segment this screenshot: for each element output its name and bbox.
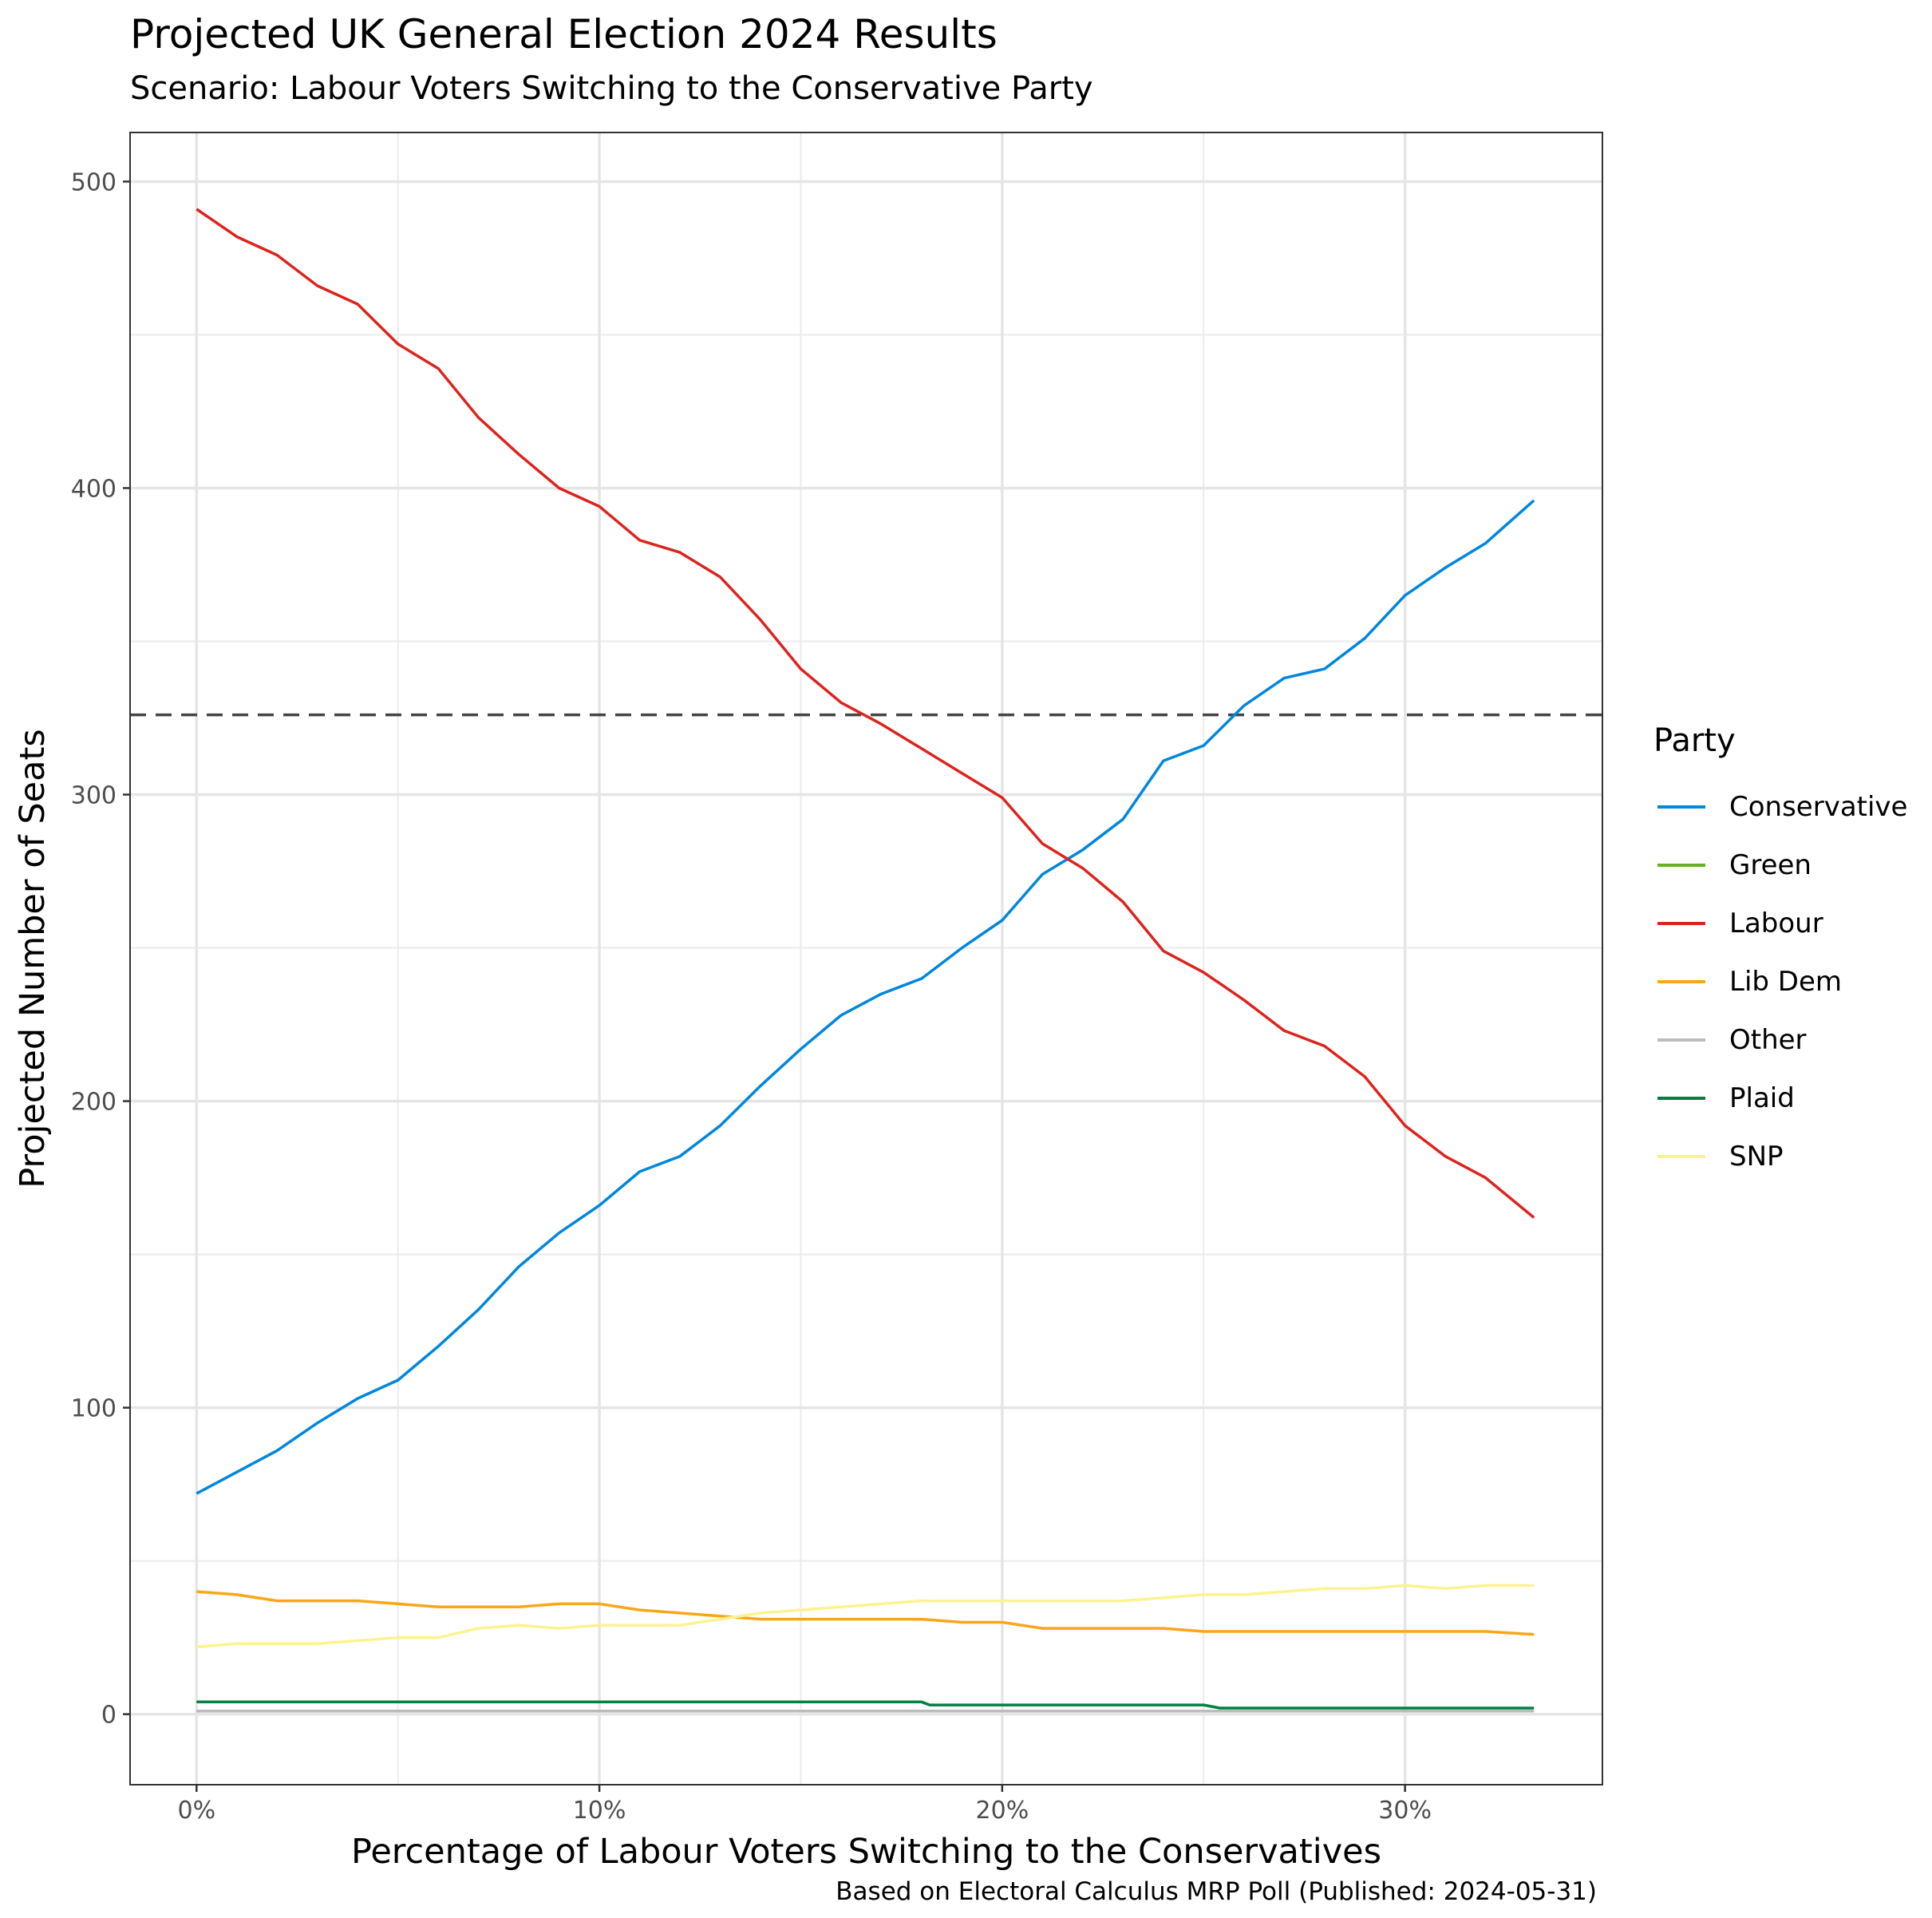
legend-item-lib-dem: Lib Dem [1653, 952, 1907, 1010]
chart-title: Projected UK General Election 2024 Resul… [130, 11, 998, 57]
series-layer [196, 208, 1535, 1713]
y-tick-label: 400 [71, 475, 117, 503]
legend-item-plaid: Plaid [1653, 1069, 1907, 1127]
legend-label: SNP [1729, 1140, 1784, 1173]
y-tick-label: 500 [71, 168, 117, 196]
series-line-labour [196, 208, 1535, 1219]
x-tick-label: 10% [573, 1797, 626, 1825]
grid-layer [130, 132, 1602, 1785]
legend-item-conservative: Conservative [1653, 777, 1907, 836]
y-tick-label: 300 [71, 782, 117, 810]
y-tick-label: 100 [71, 1395, 117, 1423]
legend-key [1657, 1154, 1705, 1158]
y-axis-title: Projected Number of Seats [13, 729, 53, 1188]
axis-layer: 0% 10% 20% 30% 0 100 200 300 400 500 [71, 168, 1432, 1825]
y-tick-label: 0 [101, 1702, 117, 1730]
legend-label: Conservative [1729, 790, 1908, 823]
x-tick-label: 30% [1378, 1797, 1432, 1825]
x-tick-label: 0% [177, 1797, 215, 1825]
legend-key [1657, 1038, 1705, 1042]
legend-key [1657, 805, 1705, 809]
legend-item-other: Other [1653, 1010, 1907, 1069]
legend-key [1657, 921, 1705, 925]
legend-item-snp: SNP [1653, 1127, 1907, 1185]
panel-border [129, 132, 1603, 1786]
legend-key [1657, 863, 1705, 867]
legend-item-green: Green [1653, 836, 1907, 894]
legend-key [1657, 979, 1705, 983]
chart-caption: Based on Electoral Calculus MRP Poll (Pu… [836, 1877, 1597, 1906]
y-tick-label: 200 [71, 1089, 117, 1117]
chart-subtitle: Scenario: Labour Voters Switching to the… [130, 70, 1093, 107]
legend-title: Party [1653, 722, 1736, 759]
legend-item-labour: Labour [1653, 894, 1907, 952]
legend-label: Other [1729, 1023, 1807, 1056]
x-axis-title: Percentage of Labour Voters Switching to… [351, 1832, 1381, 1872]
legend-items: Conservative Green Labour Lib Dem Other Plaid… [1653, 777, 1907, 1185]
x-tick-label: 20% [976, 1797, 1029, 1825]
legend-key [1657, 1096, 1705, 1100]
series-line-snp [196, 1584, 1535, 1648]
legend-label: Labour [1729, 907, 1823, 939]
legend-label: Lib Dem [1729, 965, 1842, 998]
legend-label: Green [1729, 848, 1811, 881]
legend: Party Conservative Green Labour Lib Dem Othe… [1653, 718, 1907, 1185]
series-line-lib-dem [196, 1590, 1535, 1636]
series-line-conservative [196, 499, 1535, 1495]
legend-label: Plaid [1729, 1082, 1795, 1114]
series-line-plaid [196, 1700, 1535, 1710]
